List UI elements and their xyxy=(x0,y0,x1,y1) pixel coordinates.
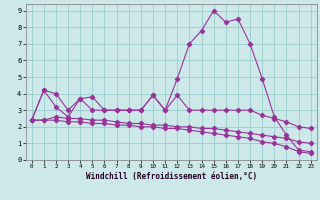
X-axis label: Windchill (Refroidissement éolien,°C): Windchill (Refroidissement éolien,°C) xyxy=(86,172,257,181)
